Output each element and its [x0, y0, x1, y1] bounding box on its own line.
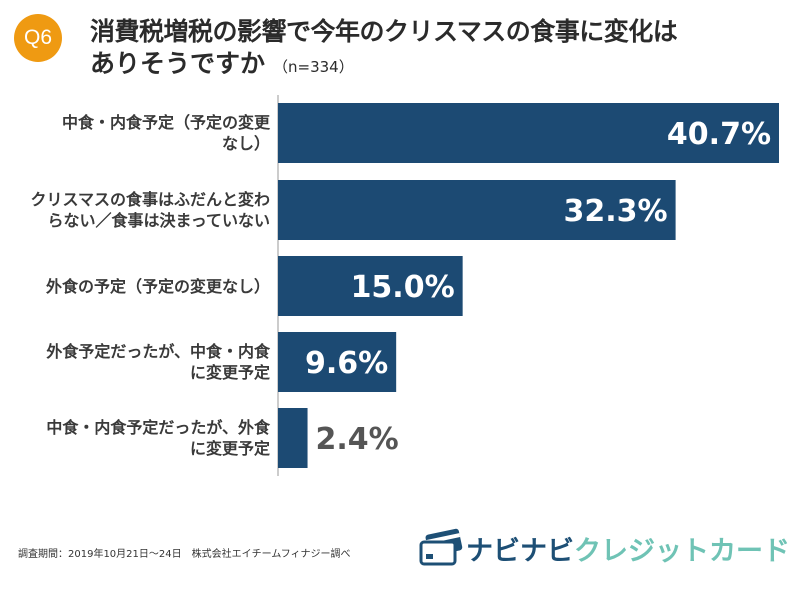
chart-title: 消費税増税の影響で今年のクリスマスの食事に変化は [90, 17, 678, 46]
bar [278, 103, 779, 163]
category-label: 外食の予定（予定の変更なし） [45, 276, 270, 296]
bar [278, 332, 397, 392]
source-note: 調査期間：2019年10月21日〜24日 株式会社エイチームフィナジー調べ [18, 549, 351, 560]
data-label: 32.3% [564, 194, 668, 229]
logo: ナビナビ クレジットカード [418, 528, 790, 568]
bar [278, 180, 676, 240]
data-label: 2.4% [316, 422, 399, 457]
question-badge: Q6 [14, 14, 62, 62]
data-label: 40.7% [667, 117, 771, 152]
category-label: 中食・内食予定（予定の変更 なし） [61, 113, 270, 153]
chart-title-line2: ありそうですか （n=334） [90, 49, 354, 78]
data-label: 9.6% [305, 346, 388, 381]
data-label: 15.0% [351, 270, 455, 305]
sample-size: （n=334） [273, 58, 354, 76]
category-label: 中食・内食予定だったが、外食 に変更予定 [46, 418, 270, 458]
bar [278, 408, 308, 468]
bar [278, 256, 463, 316]
credit-card-icon [419, 528, 463, 566]
category-label: クリスマスの食事はふだんと変わ らない／食事は決まっていない [30, 190, 270, 230]
category-label: 外食予定だったが、中食・内食 に変更予定 [46, 342, 270, 382]
